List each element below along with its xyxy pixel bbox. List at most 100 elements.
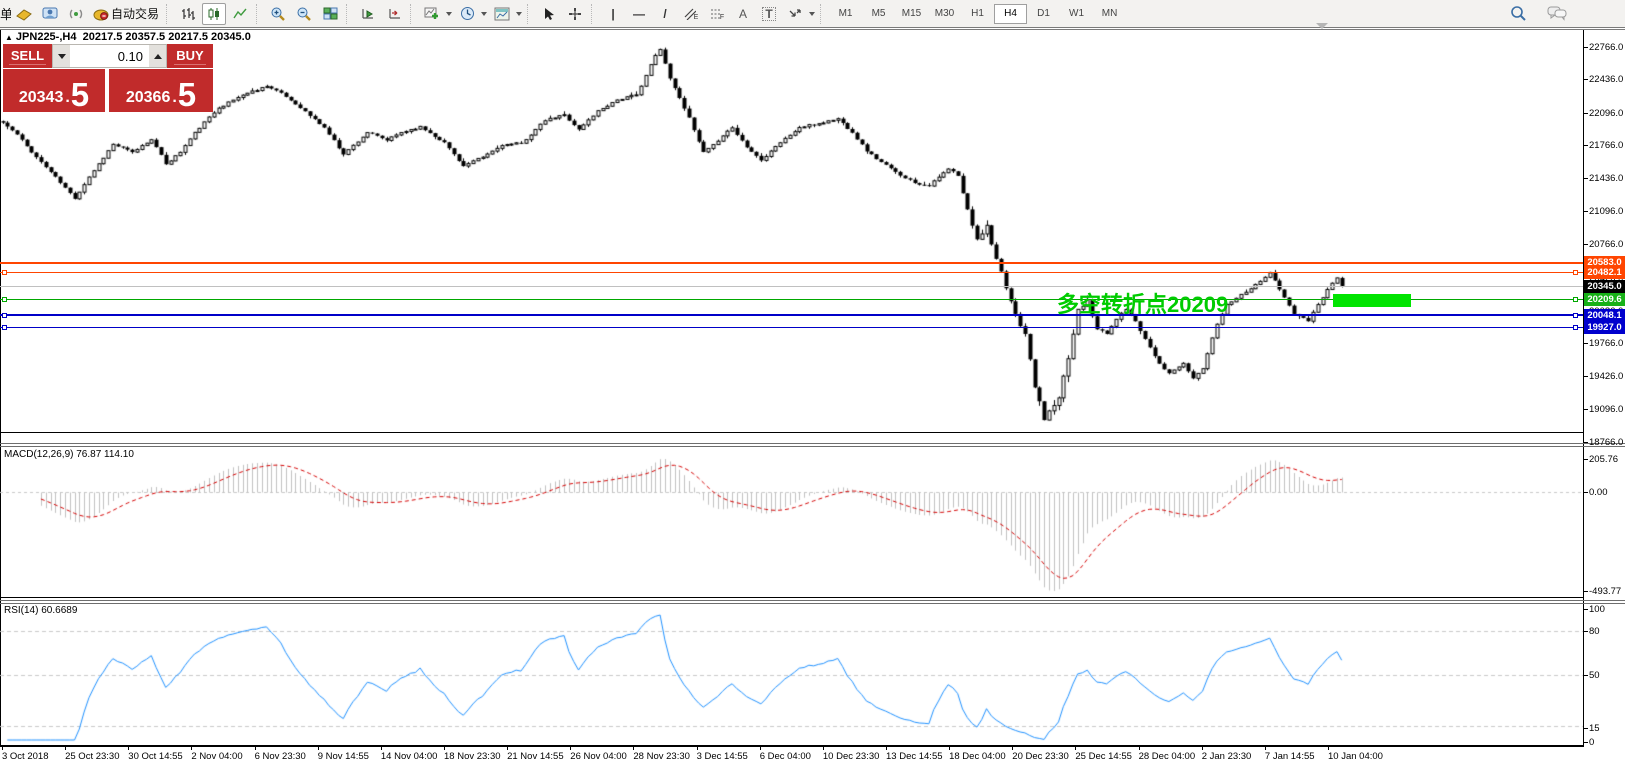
period-dropdown-caret[interactable] [481, 11, 488, 16]
template-dropdown-caret[interactable] [516, 11, 523, 16]
time-axis-label: 18 Nov 23:30 [444, 751, 501, 762]
fibonacci-tool[interactable]: F [705, 3, 729, 25]
pane-splitter[interactable] [0, 600, 1625, 601]
cursor-icon[interactable] [537, 3, 561, 25]
price-axis-tick-label: 21766.0 [1589, 140, 1624, 152]
time-axis-label: 10 Jan 04:00 [1328, 751, 1383, 762]
arrows-dropdown-caret[interactable] [809, 11, 816, 16]
candlestick-chart-icon[interactable] [202, 2, 227, 25]
bid-line-20345.0[interactable] [0, 285, 1583, 287]
timeframe-button-mn[interactable]: MN [1101, 8, 1118, 19]
timeframe-button-w1[interactable]: W1 [1069, 8, 1085, 19]
volume-decrease-button[interactable] [53, 45, 70, 67]
timeframe-button-m5[interactable]: M5 [871, 8, 886, 19]
line-selection-handle[interactable] [1573, 324, 1578, 330]
line-chart-icon[interactable] [228, 3, 252, 25]
pane-splitter[interactable] [0, 603, 1625, 604]
candlestick-canvas[interactable] [0, 30, 1583, 432]
price-axis-tick-label: 21096.0 [1589, 206, 1624, 218]
auto-scroll-icon[interactable] [356, 3, 380, 25]
text-label-tool[interactable]: T [757, 3, 781, 25]
rsi-axis-label: 0 [1589, 736, 1595, 748]
line-selection-handle[interactable] [1573, 312, 1578, 318]
time-axis-label: 3 Oct 2018 [2, 751, 49, 762]
chart-shift-icon[interactable] [382, 3, 406, 25]
annotation-text[interactable]: 多空转折点20209 [1057, 292, 1229, 317]
volume-input[interactable]: 0.10 [117, 49, 143, 64]
price-axis-tick-label: 22096.0 [1589, 107, 1624, 119]
price-axis-tick [1583, 376, 1588, 378]
time-axis-tick [1138, 745, 1140, 750]
volume-spinner: 0.10 [52, 44, 167, 68]
price-tag-20048.1: 20048.1 [1584, 308, 1625, 322]
equidistant-channel-tool[interactable]: E [679, 3, 703, 25]
tile-windows-icon[interactable] [318, 3, 342, 25]
time-axis-tick [128, 745, 130, 750]
buy-price-display[interactable]: 20366. 5 [109, 69, 213, 112]
chat-icon[interactable] [1545, 3, 1569, 25]
sell-price-display[interactable]: 20343. 5 [3, 69, 105, 112]
line-selection-handle[interactable] [2, 296, 7, 302]
splitter-handle[interactable] [1316, 23, 1328, 29]
price-axis-tick [1583, 145, 1588, 147]
price-axis-tick-label: 18766.0 [1589, 436, 1624, 448]
horizontal-line-19927.0[interactable] [0, 326, 1583, 328]
vertical-line-tool[interactable]: | [611, 6, 615, 21]
timeframe-button-m30[interactable]: M30 [934, 8, 955, 19]
time-axis-label: 9 Nov 14:55 [317, 751, 369, 762]
zoom-out-icon[interactable] [292, 3, 316, 25]
macd-canvas[interactable] [0, 448, 1583, 597]
line-selection-handle[interactable] [2, 270, 7, 275]
pane-splitter[interactable] [0, 443, 1625, 444]
timeframe-button-m1[interactable]: M1 [838, 8, 853, 19]
timeframe-button-m15[interactable]: M15 [901, 8, 922, 19]
macd-axis-label: 0.00 [1589, 486, 1608, 498]
pane-splitter[interactable] [0, 446, 1625, 447]
main-toolbar: 单 自动交易 | — / E F A T [0, 0, 1625, 27]
bar-chart-icon[interactable] [176, 3, 200, 25]
zoom-in-icon[interactable] [266, 3, 290, 25]
trendline-tool[interactable]: / [663, 6, 667, 21]
toolbar-separator [346, 3, 352, 24]
price-tag-20583.0: 20583.0 [1584, 256, 1625, 270]
new-chart-icon[interactable] [420, 3, 444, 25]
arrows-tool[interactable] [783, 3, 807, 25]
macd-pane-bottom-border [0, 597, 1584, 598]
new-order-button[interactable]: 单 [0, 7, 11, 22]
signals-icon[interactable] [64, 3, 88, 25]
rsi-canvas[interactable] [0, 604, 1583, 744]
horizontal-line-20209.6[interactable] [0, 298, 1583, 300]
new-chart-dropdown-caret[interactable] [446, 11, 453, 16]
horizontal-line-20048.1[interactable] [0, 314, 1583, 317]
volume-increase-button[interactable] [149, 45, 166, 67]
time-axis-tick [1201, 745, 1203, 750]
crosshair-icon[interactable] [563, 3, 587, 25]
horizontal-line-20583.0[interactable] [0, 261, 1583, 264]
timeframe-button-d1[interactable]: D1 [1037, 8, 1050, 19]
time-axis-tick [822, 745, 824, 750]
horizontal-line-tool[interactable]: — [633, 6, 646, 21]
line-selection-handle[interactable] [1573, 270, 1578, 275]
time-axis-tick [317, 745, 319, 750]
green-rectangle-object[interactable] [1333, 294, 1411, 307]
toolbar-separator [256, 3, 262, 24]
price-axis-tick-label: 19766.0 [1589, 337, 1624, 349]
auto-trading-button[interactable]: 自动交易 [90, 3, 162, 25]
sell-button[interactable]: SELL [3, 44, 52, 68]
timeframe-button-h4[interactable]: H4 [994, 3, 1028, 24]
community-profile-icon[interactable] [38, 3, 62, 25]
period-clock-icon[interactable] [455, 3, 479, 25]
text-tool[interactable]: A [739, 6, 748, 21]
template-icon[interactable] [490, 3, 514, 25]
horizontal-line-20482.1[interactable] [0, 272, 1583, 273]
line-selection-handle[interactable] [1573, 296, 1578, 302]
search-icon[interactable] [1506, 3, 1530, 25]
time-axis-tick [2, 745, 3, 750]
gold-ticket-icon[interactable] [12, 3, 36, 25]
one-click-collapse-icon[interactable]: ▲ [5, 33, 13, 42]
line-selection-handle[interactable] [2, 312, 7, 318]
time-axis-border [0, 745, 1584, 747]
buy-button[interactable]: BUY [167, 44, 213, 68]
line-selection-handle[interactable] [2, 324, 7, 330]
timeframe-button-h1[interactable]: H1 [971, 8, 984, 19]
